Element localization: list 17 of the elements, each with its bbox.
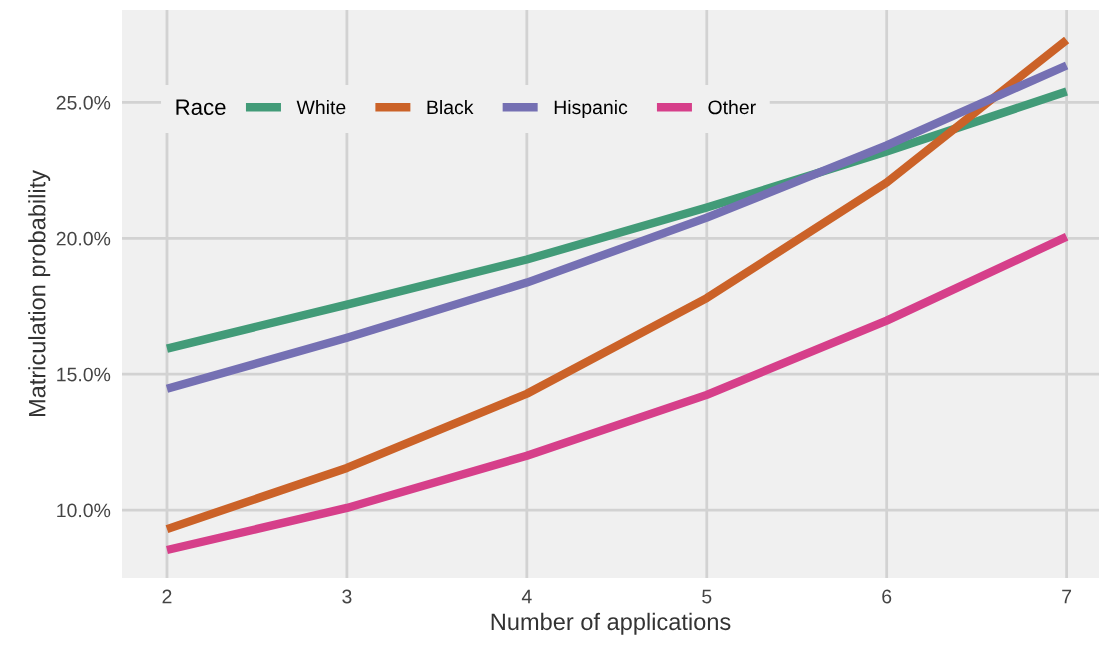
x-tick-label: 3	[342, 589, 352, 604]
y-tick-label: 20.0%	[56, 231, 111, 246]
x-tick-label: 4	[521, 589, 532, 604]
legend-title: Race	[176, 99, 226, 115]
y-tick-label: 25.0%	[56, 95, 111, 110]
y-tick-label: 15.0%	[57, 367, 111, 382]
legend-label: Black	[427, 99, 474, 115]
x-tick-label: 5	[702, 589, 712, 604]
x-tick-label: 7	[1062, 589, 1072, 604]
legend-label: White	[296, 99, 346, 115]
y-tick-label: 10.0%	[57, 503, 111, 518]
x-tick-label: 6	[882, 589, 892, 604]
y-axis-title: Matriculation probability	[28, 170, 51, 417]
x-axis-title: Number of applications	[491, 612, 731, 635]
x-tick-label: 2	[162, 589, 172, 604]
legend-label: Other	[708, 99, 756, 115]
legend-label: Hispanic	[554, 99, 628, 119]
